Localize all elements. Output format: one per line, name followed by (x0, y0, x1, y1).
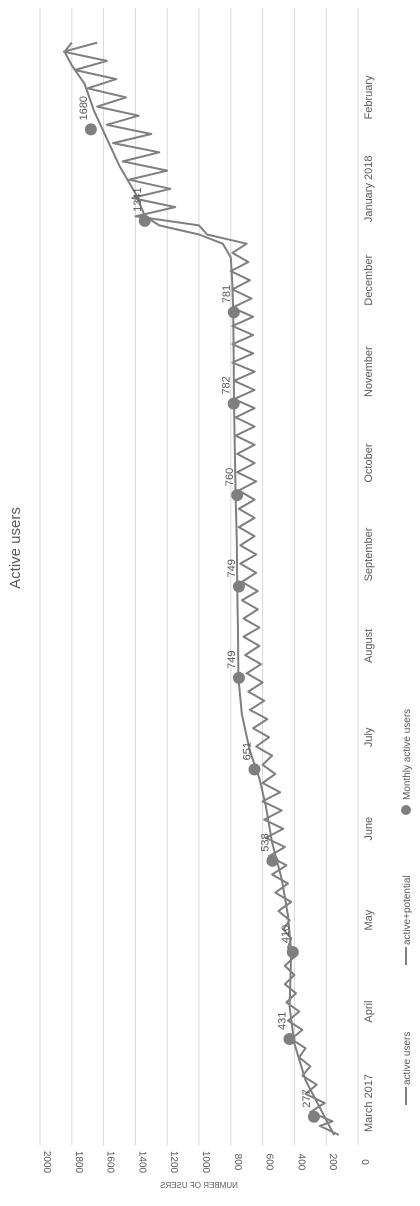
marker-point (227, 397, 240, 410)
x-tick-label: October (363, 443, 375, 482)
y-tick-label: 0 (359, 1159, 370, 1165)
x-axis-ticks: March 2017 April May June July August Septembe… (363, 75, 375, 1132)
legend-label: active users (402, 1032, 413, 1085)
y-tick-label: 1400 (136, 1151, 147, 1174)
legend-marker-swatch (401, 805, 411, 815)
x-tick-label: June (363, 817, 375, 841)
y-tick-label: 1000 (200, 1151, 211, 1174)
legend-label: Monthly active users (402, 709, 413, 800)
y-tick-label: 1800 (73, 1151, 84, 1174)
data-label: 431 (276, 1012, 288, 1030)
marker-point (266, 854, 279, 867)
data-label: 410 (280, 925, 292, 943)
data-label: 651 (241, 742, 253, 760)
marker-point (231, 489, 244, 502)
data-label: 1341 (132, 187, 144, 211)
y-tick-label: 1200 (168, 1151, 179, 1174)
y-tick-label: 400 (295, 1154, 306, 1171)
x-tick-label: May (363, 909, 375, 930)
y-tick-label: 1600 (105, 1151, 116, 1174)
legend: active users active+potential Monthly acti… (401, 709, 413, 1105)
y-tick-label: 800 (232, 1154, 243, 1171)
data-label: 538 (259, 833, 271, 851)
series-line (62, 41, 340, 1136)
chart-title: Active users (7, 507, 24, 589)
marker-point (286, 946, 299, 959)
data-label: 781 (221, 285, 233, 303)
data-label: 277 (301, 1089, 313, 1107)
x-tick-label: July (363, 727, 375, 747)
y-axis-label: NUMBER OF USERS (160, 1181, 238, 1190)
y-tick-label: 600 (264, 1154, 275, 1171)
series-lines (62, 41, 340, 1136)
x-tick-label: September (363, 527, 375, 581)
marker-point (227, 306, 240, 319)
marker-point (232, 671, 245, 684)
marker-point (84, 123, 97, 136)
y-tick-label: 2000 (41, 1151, 52, 1174)
x-tick-label: April (363, 1001, 375, 1023)
y-tick-label: 200 (327, 1154, 338, 1171)
data-label: 760 (224, 468, 236, 486)
legend-label: active+potential (402, 875, 413, 945)
monthly-active-markers: 277 431 410 538 651 749 749 760 782 781 1341 1680 (78, 96, 320, 1123)
x-tick-label: February (363, 75, 375, 120)
data-label: 749 (226, 559, 238, 577)
data-label: 749 (226, 651, 238, 669)
marker-point (283, 1033, 296, 1046)
x-tick-label: March 2017 (363, 1074, 375, 1132)
x-tick-label: November (363, 346, 375, 397)
data-label: 1680 (78, 96, 90, 120)
x-tick-label: January 2018 (363, 156, 375, 223)
y-axis-ticks: 0 200 400 600 800 1000 1200 1400 1600 1800 2000 (41, 1151, 370, 1174)
marker-point (248, 763, 261, 776)
marker-point (307, 1110, 320, 1123)
data-label: 782 (221, 376, 233, 394)
x-tick-label: December (363, 255, 375, 306)
marker-point (232, 580, 245, 593)
marker-point (138, 214, 151, 227)
gridlines (39, 8, 359, 1145)
x-tick-label: August (363, 629, 375, 663)
